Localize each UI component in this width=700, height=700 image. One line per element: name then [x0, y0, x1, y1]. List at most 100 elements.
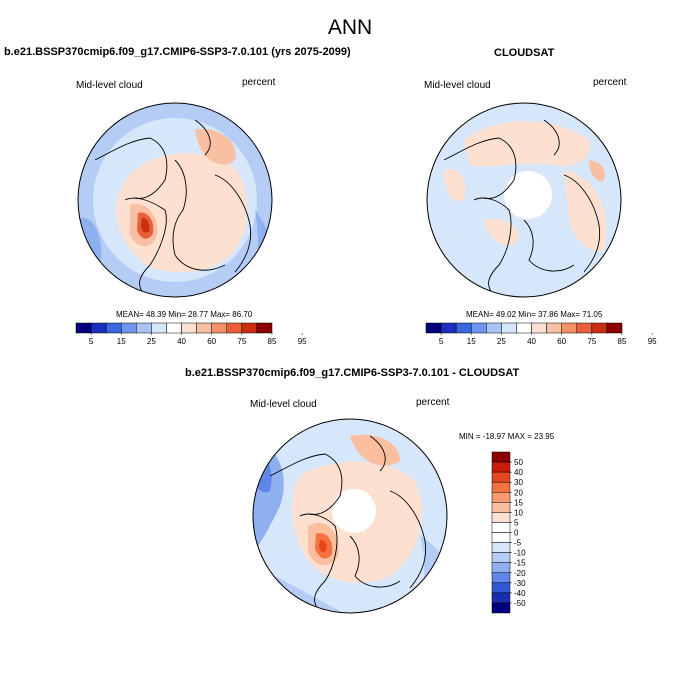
colorbar-swatch: [211, 322, 228, 334]
figure-title: ANN: [327, 16, 373, 39]
colorbar-tick-label: 25: [147, 337, 156, 346]
colorbar-tick-label: 5: [89, 337, 94, 346]
colorbar-tick-label: 10: [514, 508, 523, 517]
map-coastline-5: [194, 119, 211, 156]
panel2-stats: MEAN= 49.02 Min= 37.86 Max= 71.05: [466, 310, 603, 319]
map-field-warm-top: [464, 121, 590, 167]
map-boundary: [252, 418, 448, 614]
map-coastline-3: [124, 197, 167, 296]
map-coastline-5: [369, 435, 386, 472]
colorbar-swatch: [491, 562, 511, 573]
panel3-title: b.e21.BSSP370cmip6.f09_g17.CMIP6-SSP3-7.…: [185, 367, 520, 379]
colorbar-tick-label: 20: [514, 488, 523, 497]
colorbar-swatch: [151, 322, 167, 334]
colorbar-tick-label: -40: [514, 589, 526, 598]
colorbar-swatch: [440, 322, 457, 334]
colorbar-tick-label: 40: [177, 337, 186, 346]
colorbar-swatch: [455, 322, 472, 334]
map-coastline-3: [299, 513, 338, 612]
colorbar-swatch: [561, 322, 578, 334]
colorbar-tick-label: 95: [298, 337, 307, 346]
map-coastline-3: [473, 197, 512, 296]
colorbar-tick-label: 15: [117, 337, 126, 346]
panel1-colorbar: 5 15 25 40 60 75 85 95: [75, 322, 307, 346]
map-boundary: [426, 102, 622, 298]
colorbar-tick-label: 60: [207, 337, 216, 346]
colorbar-tick-label: 30: [514, 478, 523, 487]
colorbar-swatch: [491, 502, 511, 513]
panel3-right-label: percent: [416, 397, 450, 408]
colorbar-swatch: [491, 592, 511, 604]
map-field-hot-center: [141, 217, 150, 233]
panel2-colorbar: 5 15 25 40 60 75 85 95: [425, 322, 657, 346]
map-coastline-2: [349, 535, 401, 588]
colorbar-swatch: [531, 322, 547, 334]
colorbar-swatch: [516, 322, 532, 334]
colorbar-swatch: [491, 461, 511, 473]
colorbar-tick-label: 85: [268, 337, 277, 346]
panel1-title: b.e21.BSSP370cmip6.f09_g17.CMIP6-SSP3-7.…: [4, 46, 351, 58]
panel3-left-label: Mid-level cloud: [250, 399, 317, 410]
colorbar-tick-label: -5: [514, 539, 522, 548]
colorbar-swatch: [591, 322, 608, 334]
colorbar-tick-label: 5: [514, 518, 519, 527]
map-coastline-1: [94, 137, 168, 199]
colorbar-swatch: [256, 322, 273, 334]
colorbar-tick-label: 60: [557, 337, 566, 346]
colorbar-swatch: [136, 322, 152, 334]
colorbar-tick-label: -30: [514, 579, 526, 588]
panel1-map: [77, 102, 273, 298]
panel2-right-label: percent: [593, 77, 627, 88]
colorbar-tick-label: 0: [514, 529, 519, 538]
panel3-map: [252, 418, 448, 614]
colorbar-swatch: [491, 542, 511, 553]
colorbar-tick-label: 15: [467, 337, 476, 346]
colorbar-tick-label: -15: [514, 559, 526, 568]
colorbar-swatch: [425, 322, 442, 334]
map-coastline-4: [389, 490, 427, 589]
map-coastline-4: [563, 174, 601, 273]
colorbar-swatch: [196, 322, 212, 334]
colorbar-swatch: [90, 322, 107, 334]
map-missing-data: [504, 171, 552, 219]
colorbar-swatch: [491, 602, 511, 614]
colorbar-tick-label: 75: [587, 337, 596, 346]
map-coastline-1: [443, 137, 517, 199]
colorbar-swatch: [491, 532, 511, 543]
panel2-left-label: Mid-level cloud: [424, 80, 491, 91]
map-coastline-2: [172, 159, 226, 271]
panel2-map: [426, 102, 622, 298]
colorbar-swatch: [491, 582, 511, 594]
map-field-warm-left: [444, 169, 466, 202]
colorbar-swatch: [75, 322, 92, 334]
panel1-left-label: Mid-level cloud: [76, 80, 143, 91]
colorbar-tick-label: 5: [439, 337, 444, 346]
colorbar-swatch: [226, 322, 243, 334]
map-coastline-1: [269, 453, 343, 515]
colorbar-swatch: [546, 322, 562, 334]
colorbar-swatch: [491, 492, 511, 503]
colorbar-swatch: [241, 322, 258, 334]
colorbar-swatch: [491, 522, 511, 533]
map-field-warm-top: [195, 129, 236, 165]
colorbar-swatch: [576, 322, 593, 334]
colorbar-swatch: [181, 322, 197, 334]
colorbar-tick-label: 50: [514, 458, 523, 467]
map-field-hot-center: [319, 539, 327, 553]
colorbar-tick-label: -10: [514, 549, 526, 558]
map-field-deep-blue: [253, 446, 272, 493]
colorbar-swatch: [166, 322, 182, 334]
colorbar-tick-label: 40: [527, 337, 536, 346]
colorbar-swatch: [491, 552, 511, 563]
panel3-stats: MIN = -18.97 MAX = 23.95: [459, 432, 555, 441]
map-boundary: [77, 102, 273, 298]
colorbar-swatch: [491, 471, 511, 483]
colorbar-tick-label: 40: [514, 468, 523, 477]
map-field-warm-top: [350, 434, 400, 466]
map-missing-data: [332, 489, 376, 533]
colorbar-swatch: [491, 481, 511, 493]
colorbar-tick-label: 85: [618, 337, 627, 346]
colorbar-swatch: [501, 322, 517, 334]
map-field-warm-spot: [589, 160, 606, 182]
colorbar-tick-label: -20: [514, 569, 526, 578]
